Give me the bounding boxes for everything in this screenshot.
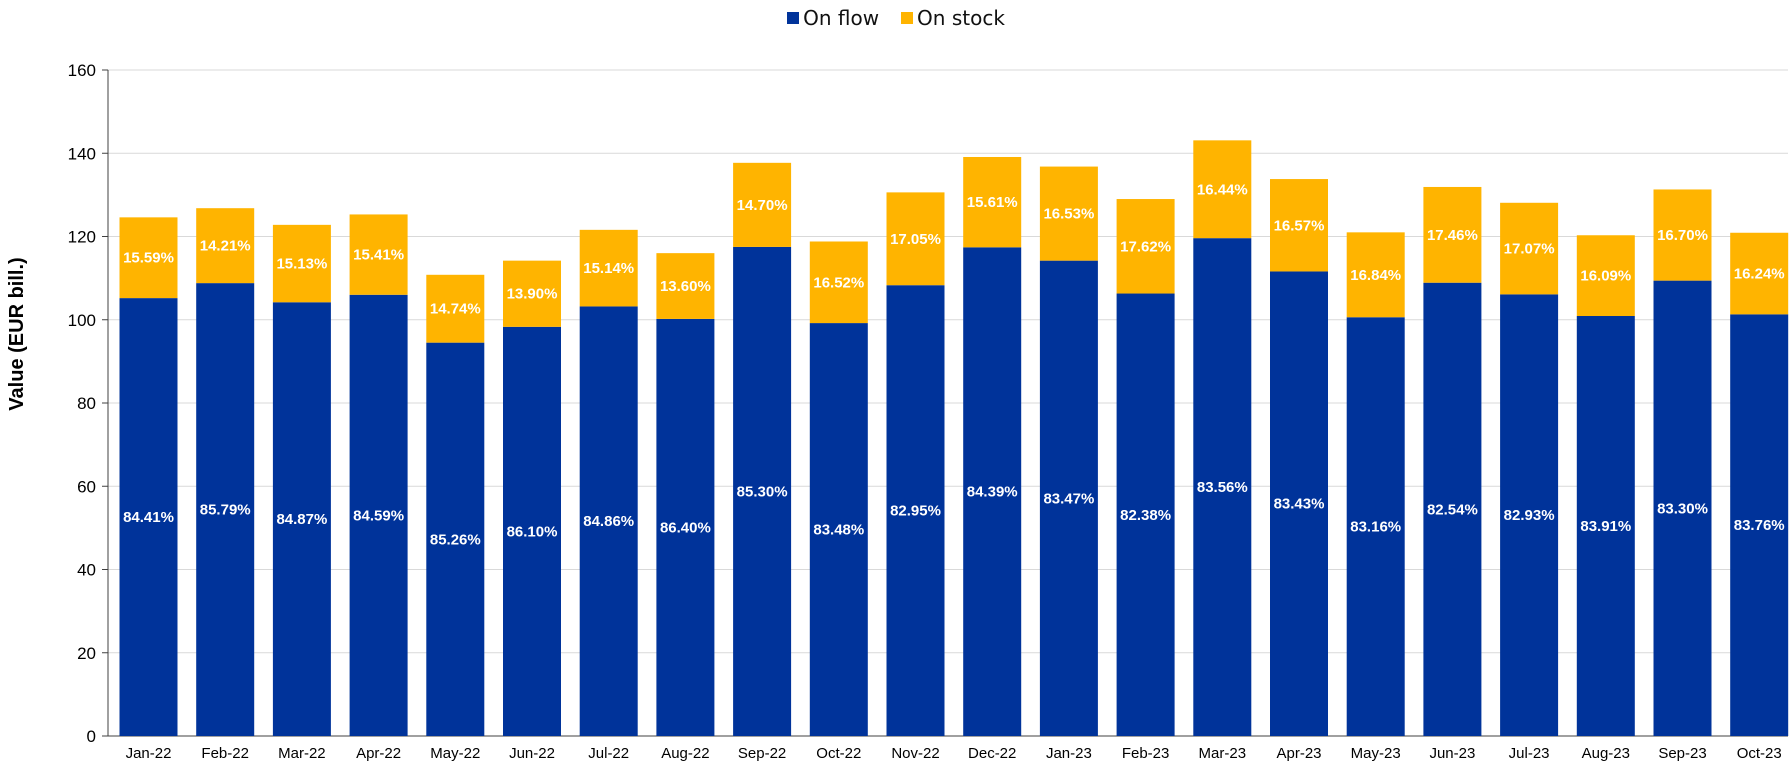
x-tick-label: Oct-22 <box>816 745 861 762</box>
data-label-on-stock: 16.52% <box>813 274 864 291</box>
data-label-on-stock: 14.21% <box>200 238 251 255</box>
data-label-on-stock: 13.90% <box>507 286 558 303</box>
data-label-on-flow: 84.59% <box>353 507 404 524</box>
data-label-on-stock: 17.07% <box>1504 241 1555 258</box>
x-tick-label: Mar-22 <box>278 745 326 762</box>
x-tick-label: Jul-23 <box>1509 745 1550 762</box>
y-tick-label: 80 <box>77 394 96 413</box>
x-tick-label: Jun-23 <box>1429 745 1475 762</box>
x-tick-label: Dec-22 <box>968 745 1016 762</box>
data-label-on-stock: 17.46% <box>1427 227 1478 244</box>
data-label-on-stock: 15.14% <box>583 260 634 277</box>
data-label-on-flow: 84.41% <box>123 509 174 526</box>
x-tick-label: Jan-23 <box>1046 745 1092 762</box>
x-tick-label: Apr-22 <box>356 745 401 762</box>
data-label-on-flow: 82.93% <box>1504 507 1555 524</box>
data-label-on-stock: 16.24% <box>1734 266 1785 283</box>
data-label-on-flow: 82.38% <box>1120 507 1171 524</box>
y-tick-label: 40 <box>77 561 96 580</box>
x-tick-label: Feb-22 <box>201 745 249 762</box>
data-label-on-stock: 17.62% <box>1120 238 1171 255</box>
x-tick-label: Oct-23 <box>1737 745 1782 762</box>
y-tick-label: 140 <box>68 144 96 163</box>
x-tick-label: Sep-22 <box>738 745 786 762</box>
y-tick-label: 60 <box>77 477 96 496</box>
x-tick-label: Feb-23 <box>1122 745 1170 762</box>
data-label-on-stock: 16.70% <box>1657 227 1708 244</box>
x-tick-label: Jan-22 <box>126 745 172 762</box>
data-label-on-flow: 84.39% <box>967 484 1018 501</box>
y-tick-label: 160 <box>68 61 96 80</box>
data-label-on-flow: 82.95% <box>890 503 941 520</box>
data-label-on-stock: 16.44% <box>1197 181 1248 198</box>
data-label-on-flow: 83.30% <box>1657 500 1708 517</box>
x-tick-label: May-23 <box>1351 745 1401 762</box>
data-label-on-stock: 14.74% <box>430 301 481 318</box>
data-label-on-flow: 83.48% <box>813 522 864 539</box>
data-label-on-stock: 16.09% <box>1580 268 1631 285</box>
data-label-on-stock: 15.59% <box>123 250 174 267</box>
x-tick-label: Nov-22 <box>891 745 939 762</box>
data-label-on-flow: 83.43% <box>1274 496 1325 513</box>
x-tick-label: Aug-22 <box>661 745 709 762</box>
y-tick-label: 20 <box>77 644 96 663</box>
y-tick-label: 0 <box>87 727 96 746</box>
data-label-on-flow: 83.91% <box>1580 518 1631 535</box>
data-label-on-flow: 86.40% <box>660 519 711 536</box>
x-tick-label: Sep-23 <box>1658 745 1706 762</box>
data-label-on-flow: 82.54% <box>1427 501 1478 518</box>
data-label-on-stock: 14.70% <box>737 197 788 214</box>
data-label-on-flow: 84.86% <box>583 513 634 530</box>
data-label-on-stock: 17.05% <box>890 231 941 248</box>
x-tick-label: May-22 <box>430 745 480 762</box>
data-label-on-stock: 13.60% <box>660 278 711 295</box>
data-label-on-flow: 84.87% <box>276 511 327 528</box>
x-tick-label: Jun-22 <box>509 745 555 762</box>
data-label-on-flow: 83.47% <box>1043 490 1094 507</box>
data-label-on-flow: 86.10% <box>507 523 558 540</box>
data-label-on-flow: 85.26% <box>430 531 481 548</box>
x-tick-label: Apr-23 <box>1276 745 1321 762</box>
x-tick-label: Aug-23 <box>1582 745 1630 762</box>
y-tick-label: 100 <box>68 311 96 330</box>
data-label-on-flow: 83.76% <box>1734 517 1785 534</box>
data-label-on-stock: 16.84% <box>1350 267 1401 284</box>
x-tick-label: Jul-22 <box>588 745 629 762</box>
y-tick-label: 120 <box>68 228 96 247</box>
x-tick-label: Mar-23 <box>1199 745 1247 762</box>
data-label-on-stock: 15.61% <box>967 194 1018 211</box>
data-label-on-flow: 83.56% <box>1197 479 1248 496</box>
data-label-on-stock: 16.53% <box>1043 206 1094 223</box>
data-label-on-stock: 16.57% <box>1274 217 1325 234</box>
data-label-on-flow: 85.30% <box>737 483 788 500</box>
data-label-on-flow: 83.16% <box>1350 519 1401 536</box>
data-label-on-stock: 15.41% <box>353 247 404 264</box>
data-label-on-flow: 85.79% <box>200 502 251 519</box>
data-label-on-stock: 15.13% <box>276 256 327 273</box>
